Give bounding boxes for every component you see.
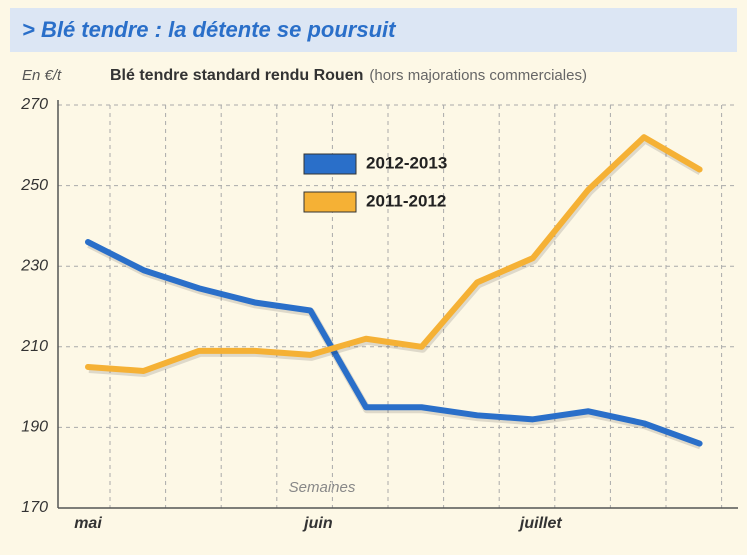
x-tick-label: mai	[74, 515, 102, 532]
y-axis-label: En €/t	[22, 67, 62, 84]
subtitle-note: (hors majorations commerciales)	[369, 67, 587, 84]
x-tick-label: juillet	[518, 515, 562, 532]
y-tick-label: 250	[20, 177, 48, 194]
y-tick-label: 170	[21, 499, 48, 516]
y-tick-label: 270	[20, 96, 48, 113]
y-tick-label: 210	[20, 338, 48, 355]
series-line	[85, 134, 703, 374]
x-tick-label: juin	[302, 515, 333, 532]
legend-swatch	[303, 191, 357, 213]
y-tick-label: 230	[20, 257, 48, 274]
legend-label: 2011-2012	[366, 191, 446, 210]
chart-title: > Blé tendre : la détente se poursuit	[22, 17, 397, 42]
legend-label: 2012-2013	[366, 153, 447, 172]
subtitle: Blé tendre standard rendu Rouen (hors maj…	[110, 67, 587, 84]
x-axis-label: Semaines	[289, 479, 356, 496]
header-band	[10, 8, 737, 52]
series-line	[85, 239, 703, 447]
y-tick-label: 190	[21, 419, 48, 436]
subtitle-main: Blé tendre standard rendu Rouen	[110, 67, 363, 84]
legend-swatch	[303, 153, 357, 175]
